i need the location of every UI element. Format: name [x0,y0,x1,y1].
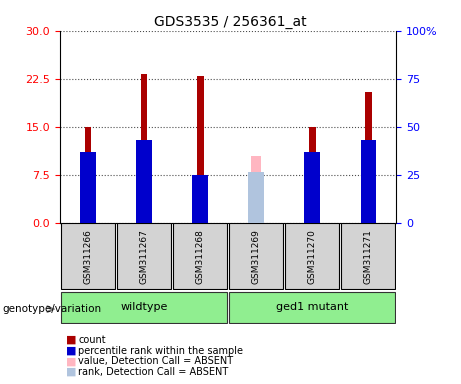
FancyBboxPatch shape [342,223,396,289]
Bar [141,74,148,223]
Text: ■: ■ [66,367,77,377]
Text: GDS3535 / 256361_at: GDS3535 / 256361_at [154,15,307,29]
Bar [248,172,264,223]
Bar [136,139,152,223]
FancyBboxPatch shape [117,223,171,289]
Text: ■: ■ [66,335,77,345]
Text: GSM311266: GSM311266 [83,229,93,284]
Bar [304,152,320,223]
Text: ■: ■ [66,356,77,366]
Text: ■: ■ [66,346,77,356]
Text: percentile rank within the sample: percentile rank within the sample [78,346,243,356]
Text: wildtype: wildtype [120,302,168,312]
Text: ged1 mutant: ged1 mutant [276,302,349,312]
Bar [197,76,204,223]
FancyBboxPatch shape [285,223,339,289]
FancyBboxPatch shape [61,292,227,323]
Bar [192,175,208,223]
FancyBboxPatch shape [229,223,283,289]
Bar [309,127,316,223]
Text: GSM311270: GSM311270 [308,229,317,284]
Text: rank, Detection Call = ABSENT: rank, Detection Call = ABSENT [78,367,229,377]
FancyBboxPatch shape [61,223,115,289]
Bar [251,156,261,223]
FancyBboxPatch shape [173,223,227,289]
Text: GSM311269: GSM311269 [252,229,261,284]
FancyBboxPatch shape [229,292,396,323]
Bar [84,127,91,223]
Bar [361,139,376,223]
Bar [80,152,96,223]
Text: GSM311268: GSM311268 [195,229,205,284]
Text: count: count [78,335,106,345]
Text: GSM311267: GSM311267 [140,229,148,284]
Bar [365,91,372,223]
Text: genotype/variation: genotype/variation [2,304,101,314]
Text: value, Detection Call = ABSENT: value, Detection Call = ABSENT [78,356,233,366]
Text: GSM311271: GSM311271 [364,229,373,284]
